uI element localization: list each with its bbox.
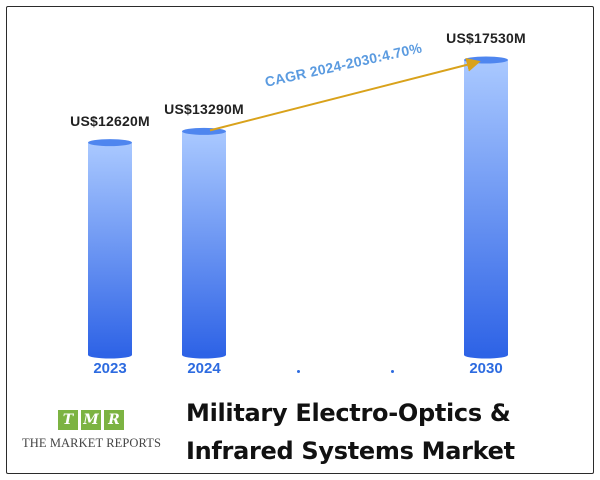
data-label-2030: US$17530M (446, 30, 526, 46)
axis-tick-dot (297, 370, 300, 373)
logo-tile-m: M (81, 410, 101, 430)
chart-title-line-1: Military Electro-Optics & (186, 399, 511, 427)
bar-2024 (182, 127, 226, 359)
logo-tile-r: R (104, 410, 124, 430)
cagr-arrow (209, 57, 481, 132)
axis-tick-2024: 2024 (187, 360, 221, 377)
logo-tile-t: T (58, 410, 78, 430)
data-label-2024: US$13290M (164, 101, 244, 118)
chart-title-line-2: Infrared Systems Market (186, 437, 515, 465)
axis-tick-2023: 2023 (93, 360, 127, 377)
data-label-2023: US$12620M (70, 112, 150, 129)
tmr-logo: T M R THE MARKET REPORTS (22, 410, 162, 458)
chart-title: Military Electro-Optics & Infrared Syste… (186, 394, 586, 470)
bar-2030 (464, 56, 508, 359)
bar-2023 (88, 139, 132, 359)
axis-tick-2030: 2030 (469, 360, 503, 377)
logo-text: THE MARKET REPORTS (22, 436, 162, 450)
axis-tick-dot (391, 370, 394, 373)
